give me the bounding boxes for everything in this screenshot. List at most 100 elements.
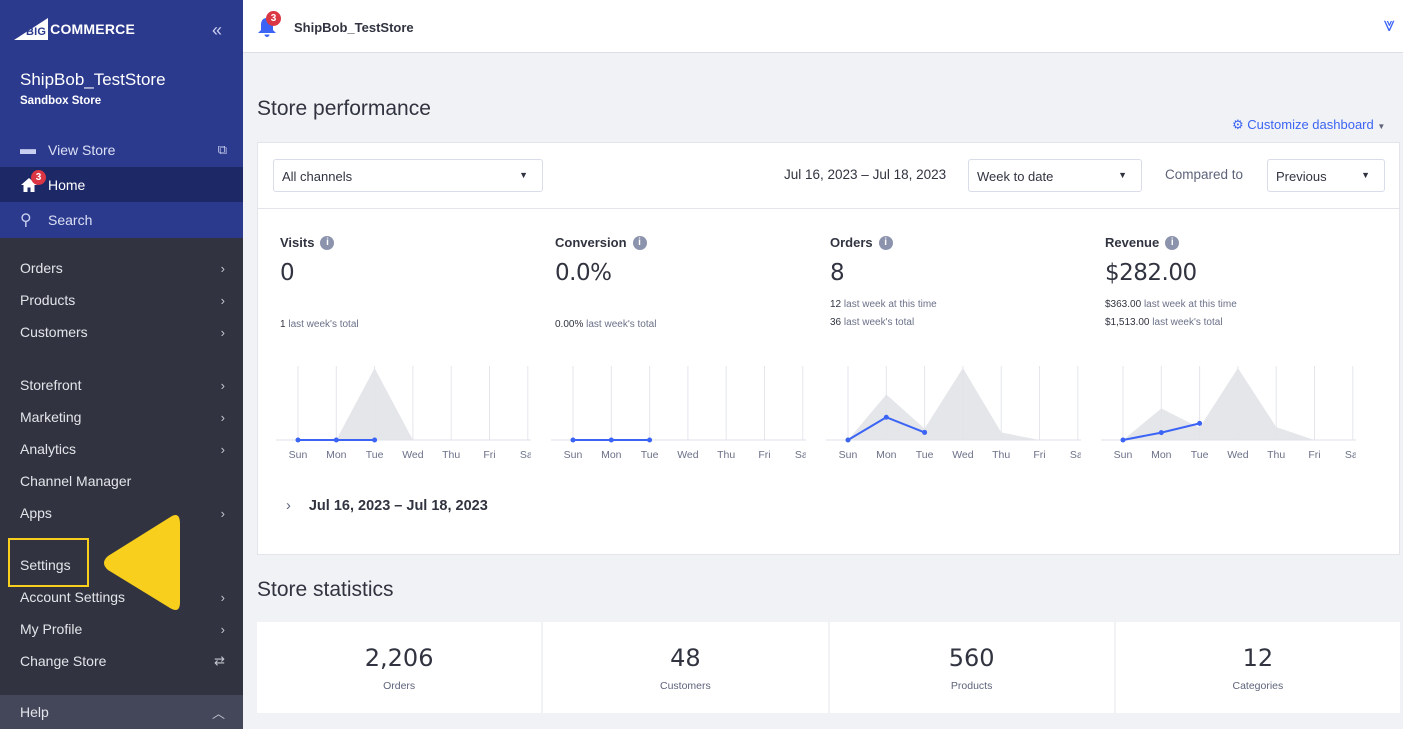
metric-orders: Orders i 8 12 last week at this time 36 las…	[830, 235, 937, 332]
current-data-point[interactable]	[333, 437, 339, 443]
chart-conversion: Sun Mon Tue Wed Thu Fri Sat	[551, 366, 806, 461]
sidebar-item-account-settings[interactable]: Account Settings ›	[20, 589, 225, 605]
x-tick-label: Mon	[1151, 449, 1172, 461]
period-select[interactable]: Week to date ▼	[968, 159, 1142, 192]
caret-down-icon: ▼	[519, 170, 528, 180]
x-tick-label: Wed	[1227, 449, 1249, 461]
stat-value: 2,206	[364, 644, 434, 672]
chart-visits: Sun Mon Tue Wed Thu Fri Sat	[276, 366, 531, 461]
stat-products[interactable]: 560 Products	[829, 622, 1114, 713]
x-tick-label: Wed	[952, 449, 974, 461]
previous-period-area	[848, 368, 1078, 440]
chevron-right-icon: ›	[220, 621, 225, 637]
pointer-arrow-annotation	[104, 515, 180, 610]
current-data-point[interactable]	[883, 414, 889, 420]
channel-select[interactable]: All channels ▼	[273, 159, 543, 192]
date-range: Jul 16, 2023 – Jul 18, 2023	[784, 167, 947, 182]
help-menu[interactable]: Help ︿	[0, 695, 243, 729]
stat-label: Products	[950, 680, 993, 692]
x-tick-label: Tue	[366, 449, 384, 461]
notification-badge: 3	[266, 11, 281, 26]
store-statistics: 2,206 Orders 48 Customers 560 Products 12 Categ…	[257, 622, 1400, 713]
sidebar-item-customers[interactable]: Customers ›	[20, 324, 225, 340]
current-data-point[interactable]	[570, 437, 576, 443]
compared-select[interactable]: Previous ▼	[1267, 159, 1385, 192]
x-tick-label: Sat	[1070, 449, 1081, 461]
sidebar-item-channel-manager[interactable]: Channel Manager	[20, 473, 132, 489]
x-tick-label: Thu	[717, 449, 735, 461]
comparison-line: $1,513.00 last week's total	[1105, 317, 1223, 328]
x-tick-label: Thu	[992, 449, 1010, 461]
comparison-line: 0.00% last week's total	[555, 319, 657, 330]
x-tick-label: Mon	[601, 449, 622, 461]
sidebar-item-analytics[interactable]: Analytics ›	[20, 441, 225, 457]
x-tick-label: Sun	[1114, 449, 1133, 461]
current-data-point[interactable]	[295, 437, 301, 443]
info-icon[interactable]: i	[320, 235, 335, 250]
comparison-line: 36 last week's total	[830, 317, 915, 328]
sidebar-item-storefront[interactable]: Storefront ›	[20, 377, 225, 393]
x-tick-label: Fri	[1308, 449, 1320, 461]
chart-revenue: Sun Mon Tue Wed Thu Fri Sat	[1101, 366, 1356, 461]
collapse-sidebar-icon[interactable]: «	[212, 20, 223, 40]
bigcommerce-logo[interactable]: BIG COMMERCE	[14, 18, 135, 40]
page-title: Store performance	[257, 97, 431, 120]
metric-title: Conversion i	[555, 235, 656, 250]
top-bar: 3 ShipBob_TestStore ⩔	[243, 0, 1403, 53]
current-data-point[interactable]	[647, 437, 653, 443]
chevron-right-icon: ›	[220, 260, 225, 276]
current-data-point[interactable]	[845, 437, 851, 443]
current-data-point[interactable]	[1120, 437, 1126, 443]
stat-orders[interactable]: 2,206 Orders	[257, 622, 542, 713]
customize-dashboard-button[interactable]: ⚙ Customize dashboard ▼	[1232, 117, 1386, 132]
chevron-right-icon: ›	[286, 498, 291, 514]
sidebar-item-my-profile[interactable]: My Profile ›	[20, 621, 225, 637]
x-tick-label: Sun	[564, 449, 583, 461]
x-tick-label: Sat	[520, 449, 531, 461]
current-data-point[interactable]	[608, 437, 614, 443]
store-type: Sandbox Store	[20, 95, 102, 107]
sidebar-search[interactable]: ⚲ Search	[20, 211, 93, 229]
sidebar-item-home[interactable]: 3 Home	[0, 167, 243, 202]
stat-value: 48	[670, 644, 701, 672]
current-data-point[interactable]	[1158, 430, 1164, 436]
previous-period-area	[1123, 368, 1353, 440]
x-tick-label: Sat	[1345, 449, 1356, 461]
x-tick-label: Thu	[1267, 449, 1285, 461]
sidebar-item-products[interactable]: Products ›	[20, 292, 225, 308]
sidebar-item-marketing[interactable]: Marketing ›	[20, 409, 225, 425]
caret-down-icon: ▼	[1377, 122, 1386, 131]
switch-icon: ⇄	[214, 653, 225, 668]
stat-label: Customers	[659, 680, 711, 692]
chevron-up-icon: ︿	[211, 705, 225, 721]
current-data-point[interactable]	[1197, 420, 1203, 426]
sidebar-item-orders[interactable]: Orders ›	[20, 260, 225, 276]
stat-categories[interactable]: 12 Categories	[1115, 622, 1400, 713]
chevron-right-icon: ›	[220, 589, 225, 605]
period-breakdown-toggle[interactable]: › Jul 16, 2023 – Jul 18, 2023	[286, 498, 488, 514]
stat-label: Orders	[383, 680, 416, 692]
info-icon[interactable]: i	[632, 235, 647, 250]
sidebar-item-apps[interactable]: Apps ›	[20, 505, 225, 521]
statistics-title: Store statistics	[257, 578, 394, 601]
current-data-point[interactable]	[922, 429, 928, 435]
chevron-right-icon: ›	[220, 441, 225, 457]
filters-bar: All channels ▼ Jul 16, 2023 – Jul 18, 202…	[258, 143, 1399, 209]
x-tick-label: Thu	[442, 449, 460, 461]
sidebar-item-change-store[interactable]: Change Store ⇄	[20, 653, 225, 669]
metric-revenue: Revenue i $282.00 $363.00 last week at thi…	[1105, 235, 1237, 332]
x-tick-label: Sat	[795, 449, 806, 461]
chevron-right-icon: ›	[220, 292, 225, 308]
store-name: ShipBob_TestStore	[20, 70, 166, 89]
current-data-point[interactable]	[372, 437, 378, 443]
info-icon[interactable]: i	[878, 235, 893, 250]
stat-customers[interactable]: 48 Customers	[543, 622, 828, 713]
sidebar-item-settings[interactable]: Settings	[20, 557, 71, 573]
view-store-link[interactable]: ▬ View Store ⧉	[20, 140, 227, 158]
caret-down-icon: ▼	[1361, 170, 1370, 180]
x-tick-label: Tue	[916, 449, 934, 461]
info-icon[interactable]: i	[1165, 235, 1180, 250]
double-chevron-down-icon[interactable]: ⩔	[1383, 14, 1395, 36]
x-tick-label: Wed	[677, 449, 699, 461]
settings-highlight-box	[8, 538, 89, 587]
